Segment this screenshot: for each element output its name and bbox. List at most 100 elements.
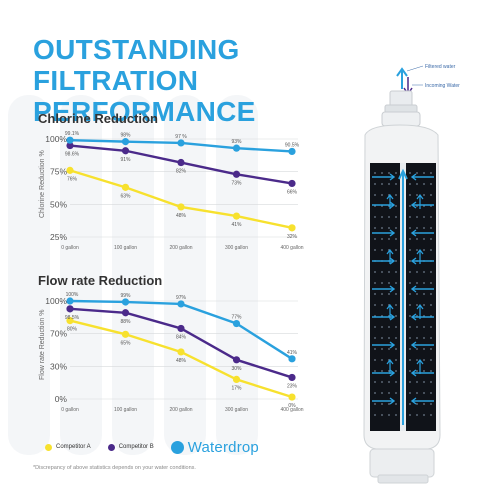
carbon-particle <box>388 293 390 295</box>
carbon-particle <box>374 293 376 295</box>
carbon-particle <box>430 249 432 251</box>
carbon-particle <box>416 414 418 416</box>
data-point-competitor-a <box>66 166 74 174</box>
y-tick-label: 25% <box>50 232 67 242</box>
vertical-flow-arrow-icon <box>386 194 394 209</box>
carbon-particle <box>395 348 397 350</box>
carbon-particle <box>409 315 411 317</box>
carbon-particle <box>430 359 432 361</box>
carbon-particle <box>381 326 383 328</box>
carbon-particle <box>374 348 376 350</box>
vertical-flow-arrow-icon <box>386 249 394 264</box>
vertical-flow-arrow-icon <box>386 304 394 319</box>
carbon-particle <box>374 392 376 394</box>
carbon-particle <box>381 216 383 218</box>
carbon-particle <box>423 392 425 394</box>
y-tick-label: 75% <box>50 167 67 177</box>
carbon-particle <box>416 326 418 328</box>
carbon-particle <box>381 282 383 284</box>
data-label-competitor-a: 17% <box>231 385 242 391</box>
carbon-particle <box>395 227 397 229</box>
competitor-a-dot-icon <box>45 443 52 451</box>
carbon-particle <box>416 392 418 394</box>
carbon-particle <box>388 238 390 240</box>
legend-label-competitor-a: Competitor A <box>56 444 91 450</box>
carbon-particle <box>395 326 397 328</box>
data-label-competitor-b: 88% <box>120 319 131 325</box>
data-point-waterdrop <box>66 297 74 305</box>
carbon-particle <box>388 337 390 339</box>
data-label-competitor-b: 84% <box>176 334 187 340</box>
carbon-particle <box>395 403 397 405</box>
competitor-b-dot-icon <box>107 443 115 451</box>
carbon-particle <box>409 293 411 295</box>
flow-arrow-icon <box>372 285 396 293</box>
carbon-particle <box>409 392 411 394</box>
data-point-waterdrop <box>121 138 130 146</box>
carbon-particle <box>395 293 397 295</box>
carbon-particle <box>381 414 383 416</box>
carbon-particle <box>409 370 411 372</box>
carbon-particle <box>388 271 390 273</box>
carbon-particle <box>388 348 390 350</box>
data-point-competitor-b <box>232 356 241 364</box>
data-point-competitor-b <box>288 373 296 382</box>
carbon-particle <box>430 194 432 196</box>
headline: OUTSTANDING FILTRATION PERFORMANCE <box>33 34 403 127</box>
carbon-particle <box>409 271 411 273</box>
data-label-competitor-b: 98.5% <box>65 315 80 321</box>
carbon-particle <box>416 293 418 295</box>
data-point-competitor-b <box>177 158 185 167</box>
carbon-particle <box>409 381 411 383</box>
x-tick-label: 200 gallon <box>169 407 192 413</box>
vertical-flow-arrow-icon <box>416 359 424 374</box>
vertical-flow-arrow-icon <box>416 194 424 209</box>
carbon-particle <box>409 359 411 361</box>
y-tick-label: 100% <box>45 296 67 306</box>
data-label-competitor-a: 48% <box>176 213 187 219</box>
carbon-particle <box>381 227 383 229</box>
carbon-particle <box>430 172 432 174</box>
data-point-competitor-b <box>177 324 185 333</box>
carbon-particle <box>409 403 411 405</box>
flow-arrow-icon <box>410 285 434 293</box>
carbon-particle <box>374 216 376 218</box>
data-point-waterdrop <box>121 298 130 306</box>
data-point-competitor-b <box>288 179 296 188</box>
vertical-flow-arrow-icon <box>416 304 424 319</box>
carbon-particle <box>395 238 397 240</box>
carbon-particle <box>416 194 418 196</box>
carbon-particle <box>374 194 376 196</box>
data-label-waterdrop: 97 % <box>175 134 187 140</box>
flow-arrow-icon <box>410 257 434 265</box>
legend-item-competitor-b: Competitor B <box>107 443 154 451</box>
carbon-particle <box>395 282 397 284</box>
carbon-particle <box>416 183 418 185</box>
data-label-competitor-b: 30% <box>231 366 242 372</box>
carbon-particle <box>430 348 432 350</box>
vertical-flow-arrow-icon <box>386 359 394 374</box>
flow-rate-chart-title: Flow rate Reduction <box>38 273 163 288</box>
legend: Competitor A Competitor B Waterdrop <box>45 437 276 457</box>
carbon-particle <box>430 216 432 218</box>
data-point-waterdrop <box>232 144 241 152</box>
carbon-particle <box>409 205 411 207</box>
data-point-waterdrop <box>232 319 241 328</box>
y-tick-label: 100% <box>45 134 67 144</box>
data-label-waterdrop: 77% <box>231 315 242 321</box>
carbon-particle <box>395 194 397 196</box>
x-tick-label: 300 gallon <box>225 407 248 413</box>
series-line-competitor-b <box>69 307 293 379</box>
carbon-particle <box>423 337 425 339</box>
carbon-particle <box>430 293 432 295</box>
filtered-water-arrow-icon <box>396 67 408 89</box>
data-point-competitor-a <box>288 224 296 232</box>
carbon-particle <box>423 359 425 361</box>
x-tick-label: 100 gallon <box>114 245 137 251</box>
carbon-particle <box>388 216 390 218</box>
carbon-particle <box>416 282 418 284</box>
x-tick-label: 400 gallon <box>280 407 303 413</box>
y-axis-label: Chlorine Reduction % <box>39 150 46 218</box>
carbon-particle <box>430 282 432 284</box>
carbon-particle <box>423 326 425 328</box>
